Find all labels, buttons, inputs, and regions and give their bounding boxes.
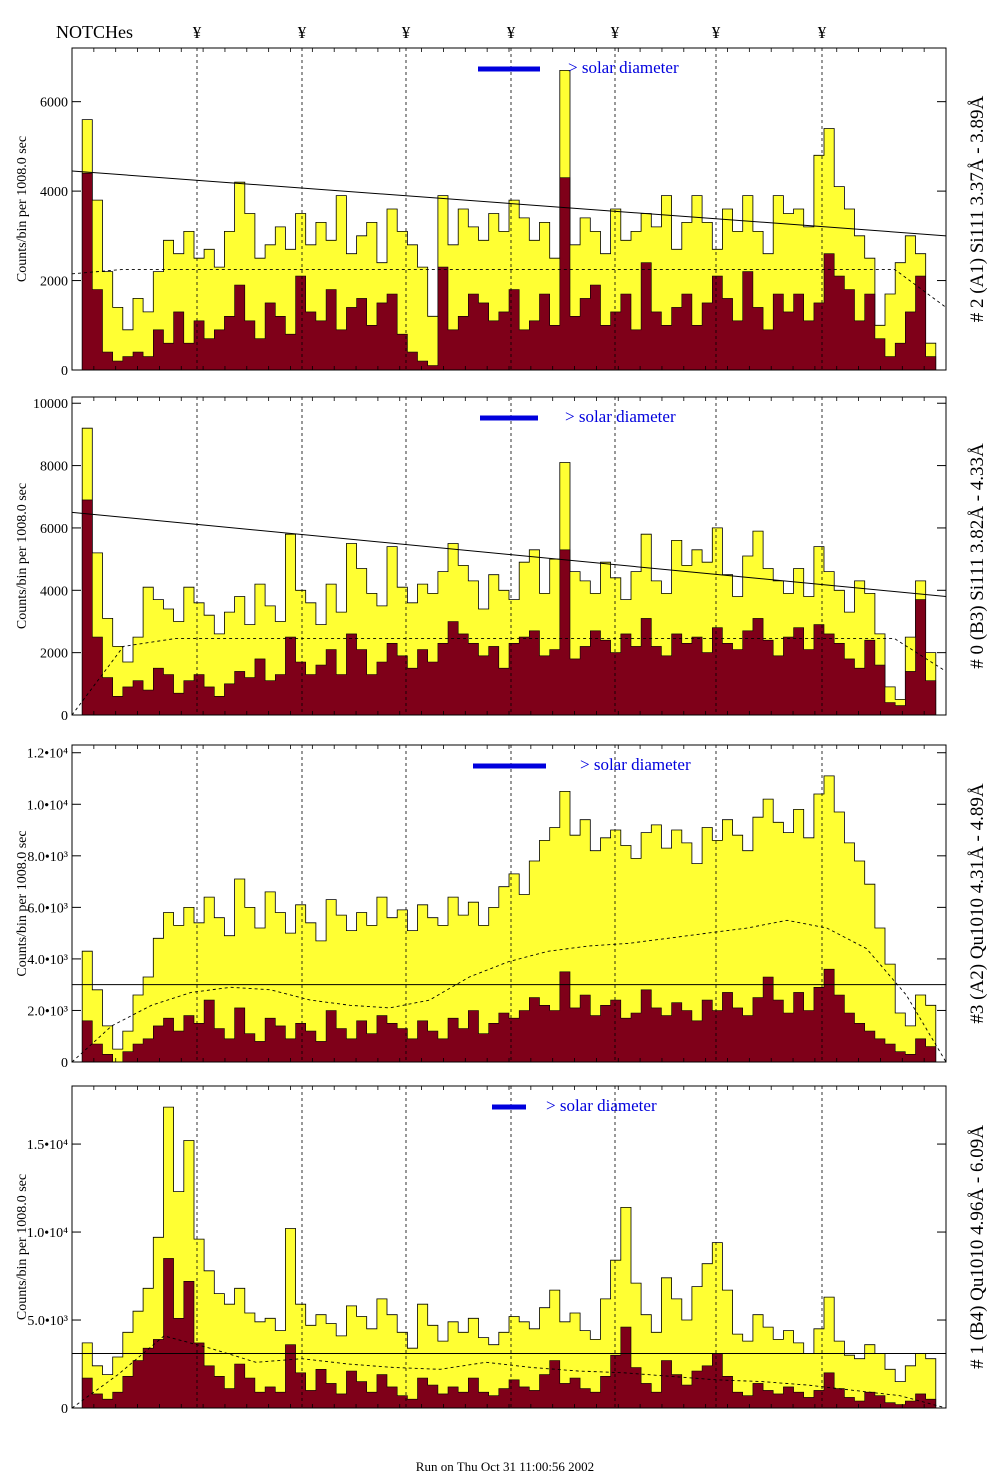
dashed-background-curve <box>71 638 947 716</box>
notch-marker-4: ¥ <box>507 23 516 42</box>
dashed-background-curve <box>71 919 947 1063</box>
notch-marker-7: ¥ <box>818 23 827 42</box>
legend-label: > solar diameter <box>568 58 679 77</box>
y-tick-label: 4000 <box>40 185 68 200</box>
panel-4: 0 5.0•10³ 1.0•10⁴ 1.5•10⁴ Counts/bin per 100… <box>15 1085 988 1417</box>
red-histogram <box>72 968 946 1063</box>
legend-label: > solar diameter <box>546 1096 657 1115</box>
y-tick-label: 1.0•10⁴ <box>27 1226 68 1241</box>
y-axis-label: Counts/bin per 1008.0 sec <box>15 483 30 629</box>
y-tick-label: 6000 <box>40 96 68 111</box>
red-histogram <box>72 1258 946 1409</box>
legend-label: > solar diameter <box>580 755 691 774</box>
notch-marker-2: ¥ <box>298 23 307 42</box>
panel-label: # 2 (A1) Si111 3.37Å - 3.89Å <box>967 95 988 322</box>
panel-1: 0 2000 4000 6000 Counts/bin per 1008.0 sec # … <box>15 47 988 379</box>
y-tick-label: 8000 <box>40 460 68 475</box>
y-tick-label: 4000 <box>40 584 68 599</box>
notch-marker-6: ¥ <box>712 23 721 42</box>
panel-2: 0 2000 4000 6000 8000 10000 Counts/bin per 100… <box>15 396 988 724</box>
y-axis-label: Counts/bin per 1008.0 sec <box>15 136 30 282</box>
panel-label: # 1 (B4) Qu1010 4.96Å - 6.09Å <box>967 1125 988 1369</box>
y-tick-label: 6000 <box>40 522 68 537</box>
y-tick-label: 0 <box>61 1056 68 1071</box>
y-tick-label: 0 <box>61 709 68 724</box>
trend-line <box>71 170 947 237</box>
notch-marker-3: ¥ <box>402 23 411 42</box>
y-tick-label: 1.0•10⁴ <box>27 798 68 813</box>
red-histogram <box>72 172 946 371</box>
y-tick-label: 5.0•10³ <box>27 1314 68 1329</box>
yellow-histogram <box>72 70 946 371</box>
panel-label: # 0 (B3) Si111 3.82Å - 4.33Å <box>967 443 988 669</box>
yellow-histogram <box>72 1106 946 1409</box>
yellow-histogram <box>72 775 946 1063</box>
y-tick-label: 0 <box>61 364 68 379</box>
y-tick-label: 2000 <box>40 647 68 662</box>
legend-label: > solar diameter <box>565 407 676 426</box>
y-tick-label: 0 <box>61 1402 68 1417</box>
y-tick-label: 4.0•10³ <box>27 953 68 968</box>
y-tick-label: 1.5•10⁴ <box>27 1138 68 1153</box>
red-histogram <box>72 499 946 716</box>
notches-label: NOTCHes <box>56 22 133 42</box>
dashed-background-curve <box>71 268 947 308</box>
chart-panels: 0 2000 4000 6000 Counts/bin per 1008.0 sec # … <box>15 47 988 1417</box>
run-timestamp: Run on Thu Oct 31 11:00:56 2002 <box>416 1459 594 1474</box>
y-tick-label: 1.2•10⁴ <box>27 747 68 762</box>
y-axis-label: Counts/bin per 1008.0 sec <box>15 1174 30 1320</box>
y-tick-label: 10000 <box>33 397 68 412</box>
panel-label: #3 (A2) Qu1010 4.31Å - 4.89Å <box>967 783 988 1023</box>
y-axis-label: Counts/bin per 1008.0 sec <box>15 830 30 976</box>
notch-symbols: ¥ ¥ ¥ ¥ ¥ ¥ ¥ <box>193 23 827 42</box>
y-tick-label: 2.0•10³ <box>27 1004 68 1019</box>
panel-3: 0 2.0•10³ 4.0•10³ 6.0•10³ 8.0•10³ 1.0•10⁴ 1.2•… <box>15 744 988 1071</box>
notch-marker-1: ¥ <box>193 23 202 42</box>
y-tick-label: 2000 <box>40 275 68 290</box>
y-tick-label: 6.0•10³ <box>27 901 68 916</box>
trend-line <box>71 511 947 598</box>
y-tick-label: 8.0•10³ <box>27 850 68 865</box>
notch-marker-5: ¥ <box>611 23 620 42</box>
